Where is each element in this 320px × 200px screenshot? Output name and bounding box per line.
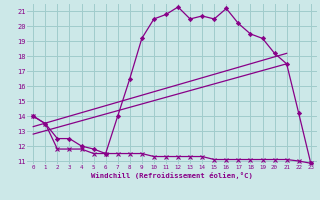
X-axis label: Windchill (Refroidissement éolien,°C): Windchill (Refroidissement éolien,°C) [91, 172, 253, 179]
